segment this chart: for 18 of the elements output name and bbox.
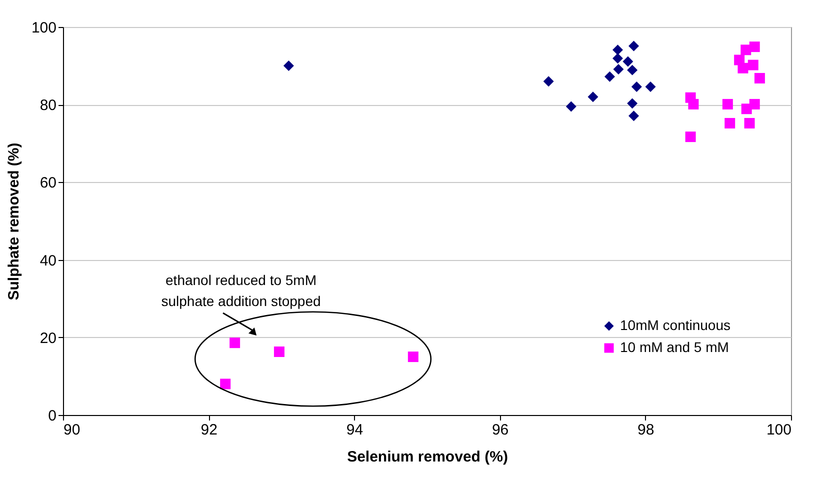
y-tick-label: 60 (40, 174, 56, 192)
x-tick-label: 100 (766, 422, 792, 438)
x-tick-label: 98 (638, 422, 654, 438)
x-axis-title: Selenium removed (%) (347, 448, 508, 466)
annotation: ethanol reduced to 5mM (166, 272, 316, 288)
y-tick-label: 100 (31, 20, 56, 36)
x-tick-label: 92 (200, 422, 218, 438)
legend-label: 10mM continuous (620, 317, 731, 333)
y-tick-label: 40 (40, 252, 56, 270)
x-tick-label: 94 (346, 422, 364, 438)
y-tick-label: 0 (48, 408, 56, 424)
y-axis-title: Sulphate removed (%) (5, 142, 22, 300)
legend-label: 10 mM and 5 mM (620, 339, 729, 355)
x-tick-label: 90 (64, 422, 80, 438)
x-tick-label: 96 (492, 422, 509, 438)
annotation: sulphate addition stopped (161, 293, 321, 309)
y-tick-label: 80 (40, 97, 56, 114)
y-tick-label: 20 (40, 330, 56, 347)
